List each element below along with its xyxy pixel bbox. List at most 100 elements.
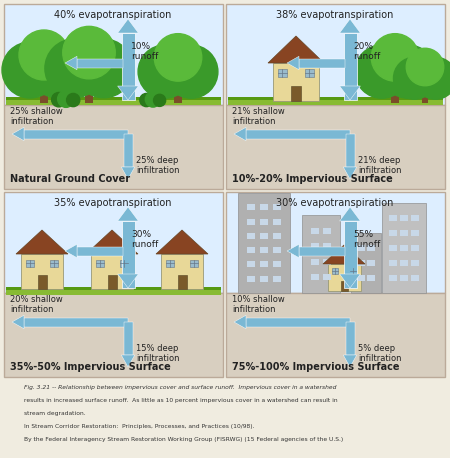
Bar	[302, 215, 340, 293]
Bar	[226, 192, 445, 293]
Bar	[247, 262, 255, 267]
Circle shape	[19, 30, 69, 80]
Circle shape	[382, 45, 435, 98]
Text: In Stream Corridor Restoration:  Principles, Processes, and Practices (10/98).: In Stream Corridor Restoration: Principl…	[24, 424, 255, 429]
Polygon shape	[16, 230, 68, 254]
Bar	[310, 274, 319, 280]
Bar	[6, 97, 221, 100]
Circle shape	[45, 39, 104, 98]
Bar	[273, 63, 319, 101]
Circle shape	[63, 27, 115, 79]
Bar	[120, 260, 128, 267]
Bar	[226, 4, 445, 105]
Circle shape	[74, 39, 133, 98]
Bar	[26, 260, 34, 267]
Bar	[247, 276, 255, 282]
Circle shape	[153, 94, 166, 106]
Bar	[24, 130, 128, 138]
Bar	[246, 130, 350, 138]
Bar	[226, 293, 445, 377]
Bar	[96, 260, 104, 267]
Circle shape	[406, 48, 444, 86]
Text: 21% deep
infiltration: 21% deep infiltration	[358, 156, 401, 175]
Bar	[422, 82, 428, 103]
Text: 75%-100% Impervious Surface: 75%-100% Impervious Surface	[232, 362, 400, 372]
Bar	[174, 76, 182, 103]
Text: By the Federal Interagency Stream Restoration Working Group (FISRWG) (15 Federal: By the Federal Interagency Stream Restor…	[24, 437, 343, 442]
Circle shape	[165, 45, 218, 98]
Bar	[273, 204, 281, 210]
Polygon shape	[121, 355, 135, 367]
Bar	[24, 317, 128, 327]
Bar	[310, 243, 319, 249]
Bar	[367, 260, 375, 266]
Text: Natural Ground Cover: Natural Ground Cover	[10, 174, 130, 184]
Bar	[411, 275, 419, 281]
Circle shape	[371, 33, 419, 81]
Polygon shape	[117, 274, 139, 288]
Bar	[324, 274, 331, 280]
Text: 20%
runoff: 20% runoff	[353, 42, 380, 61]
Circle shape	[406, 56, 444, 93]
Circle shape	[393, 57, 436, 99]
Bar	[400, 275, 408, 281]
Text: 10%-20% Impervious Surface: 10%-20% Impervious Surface	[232, 174, 393, 184]
Bar	[389, 260, 397, 266]
Bar	[299, 59, 345, 67]
Bar	[357, 275, 365, 281]
Bar	[122, 33, 135, 100]
Bar	[6, 97, 221, 105]
Circle shape	[154, 43, 202, 91]
Bar	[389, 215, 397, 221]
Bar	[382, 203, 426, 293]
Bar	[291, 86, 301, 101]
Bar	[351, 233, 381, 293]
Bar	[400, 215, 408, 221]
Polygon shape	[234, 315, 246, 329]
Circle shape	[371, 43, 419, 91]
Bar	[122, 221, 135, 288]
Circle shape	[2, 42, 58, 98]
Bar	[260, 276, 268, 282]
Polygon shape	[117, 86, 139, 100]
Polygon shape	[117, 207, 139, 221]
Bar	[123, 134, 132, 167]
Bar	[273, 262, 281, 267]
Polygon shape	[340, 19, 360, 33]
Polygon shape	[65, 56, 77, 70]
Bar	[247, 233, 255, 239]
Bar	[343, 221, 356, 288]
Polygon shape	[287, 244, 299, 258]
Bar	[391, 76, 399, 103]
Polygon shape	[86, 230, 138, 254]
Bar	[411, 245, 419, 251]
Bar	[273, 276, 281, 282]
Bar	[228, 97, 443, 105]
Bar	[4, 105, 223, 189]
Circle shape	[52, 93, 66, 107]
Bar	[85, 74, 93, 103]
Bar	[21, 254, 63, 289]
Text: 35% evapotranspiration: 35% evapotranspiration	[54, 198, 172, 208]
Circle shape	[63, 37, 115, 89]
Bar	[400, 260, 408, 266]
Bar	[310, 228, 319, 234]
Text: 21% shallow
infiltration: 21% shallow infiltration	[232, 107, 285, 126]
Bar	[166, 260, 174, 267]
Circle shape	[154, 33, 202, 81]
Bar	[246, 317, 350, 327]
Bar	[305, 69, 314, 77]
Bar	[357, 260, 365, 266]
Polygon shape	[234, 127, 246, 141]
Bar	[190, 260, 198, 267]
Bar	[278, 69, 287, 77]
Bar	[367, 275, 375, 281]
Bar	[328, 264, 361, 291]
Text: 15% deep
infiltration: 15% deep infiltration	[136, 344, 180, 363]
Bar	[4, 192, 223, 293]
Text: 10%
runoff: 10% runoff	[131, 42, 158, 61]
Text: 30% evapotranspiration: 30% evapotranspiration	[276, 198, 394, 208]
Bar	[273, 233, 281, 239]
Bar	[238, 193, 290, 293]
Bar	[6, 287, 221, 295]
